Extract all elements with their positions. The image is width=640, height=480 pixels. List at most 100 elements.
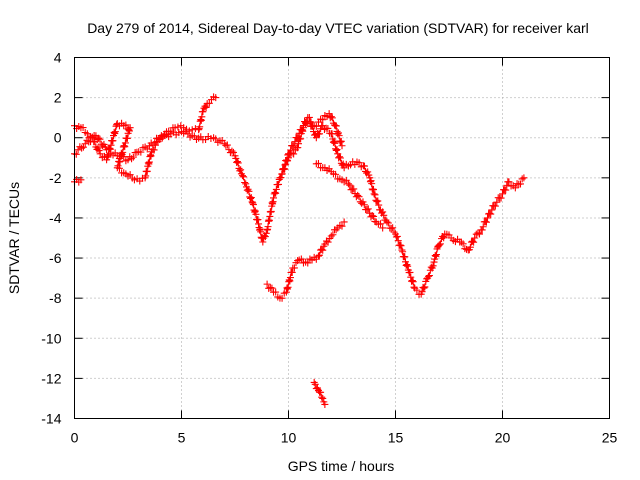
data-point [281,161,289,169]
data-point [379,224,387,232]
data-point [459,240,467,248]
data-point [475,230,483,238]
data-point [336,153,344,161]
tick-labels: 0 5 10 15 20 25 -14 -12 -10 -8 -6 -4 -2 0 2 4 [41,50,617,446]
data-point [335,132,343,140]
data-point [251,207,259,215]
data-point [321,400,329,408]
data-point [137,148,145,156]
y-tick-label: 2 [54,90,62,106]
data-point [284,285,292,293]
data-point [151,141,159,149]
data-point [327,113,335,121]
data-point [280,165,288,173]
data-point [232,154,240,162]
data-point [106,145,114,153]
data-point [272,189,280,197]
data-point [233,158,241,166]
data-point [285,278,293,286]
data-point [491,202,499,210]
series-sdtvar-main-arc [71,118,528,298]
data-point [505,178,513,186]
data-point [190,132,198,140]
data-point [104,151,112,159]
data-point [282,157,290,165]
data-point [290,264,298,272]
data-point [117,149,125,157]
data-point [466,243,474,251]
data-point [430,258,438,266]
data-point [252,210,260,218]
data-point [404,262,412,270]
data-point [502,186,510,194]
data-point [294,144,302,152]
y-tick-label: -4 [49,210,62,226]
y-axis-title: SDTVAR / TECUs [6,182,22,294]
data-point [161,132,169,140]
data-point [337,138,345,146]
x-tick-label: 25 [602,430,618,446]
data-point [314,252,322,260]
y-tick-label: -14 [41,411,61,427]
data-point [435,241,443,249]
data-point [74,146,82,154]
data-point [298,126,306,134]
grid-lines [74,57,610,419]
data-point [188,126,196,134]
data-point [387,224,395,232]
data-point [150,146,158,154]
data-point [319,394,327,402]
data-point [78,144,86,152]
data-point [283,156,291,164]
data-point [242,180,250,188]
data-point [487,210,495,218]
data-point [332,226,340,234]
data-point [402,261,410,269]
data-point [238,172,246,180]
data-point [83,130,91,138]
data-point [297,255,305,263]
data-point [312,122,320,130]
data-point [272,288,280,296]
data-point [368,180,376,188]
data-point [263,280,271,288]
data-point [72,150,80,158]
data-point [401,253,409,261]
y-tick-label: -2 [49,170,62,186]
data-point [111,128,119,136]
y-tick-label: -12 [41,370,61,386]
data-point [261,233,269,241]
data-point [421,283,429,291]
series-sdtvar-upper-segments [71,93,387,232]
data-point [375,201,383,209]
data-point [117,152,125,160]
data-point [367,177,375,185]
data-point [478,226,486,234]
data-point [129,153,137,161]
data-point [408,277,416,285]
y-tick-label: -6 [49,250,62,266]
data-point [125,126,133,134]
data-point [432,251,440,259]
data-point [236,167,244,175]
data-point [234,159,242,167]
data-point [355,159,363,167]
data-point [270,194,278,202]
data-point [314,159,322,167]
data-point [278,170,286,178]
data-point [328,114,336,122]
data-point [283,284,291,292]
data-point [95,134,103,142]
data-point [332,145,340,153]
data-point [270,190,278,198]
data-point [294,134,302,142]
data-point [237,166,245,174]
data-point [369,185,377,193]
data-point [241,179,249,187]
data-point [413,286,421,294]
data-point [228,147,236,155]
data-point [77,176,85,184]
data-point [370,212,378,220]
data-point [336,154,344,162]
